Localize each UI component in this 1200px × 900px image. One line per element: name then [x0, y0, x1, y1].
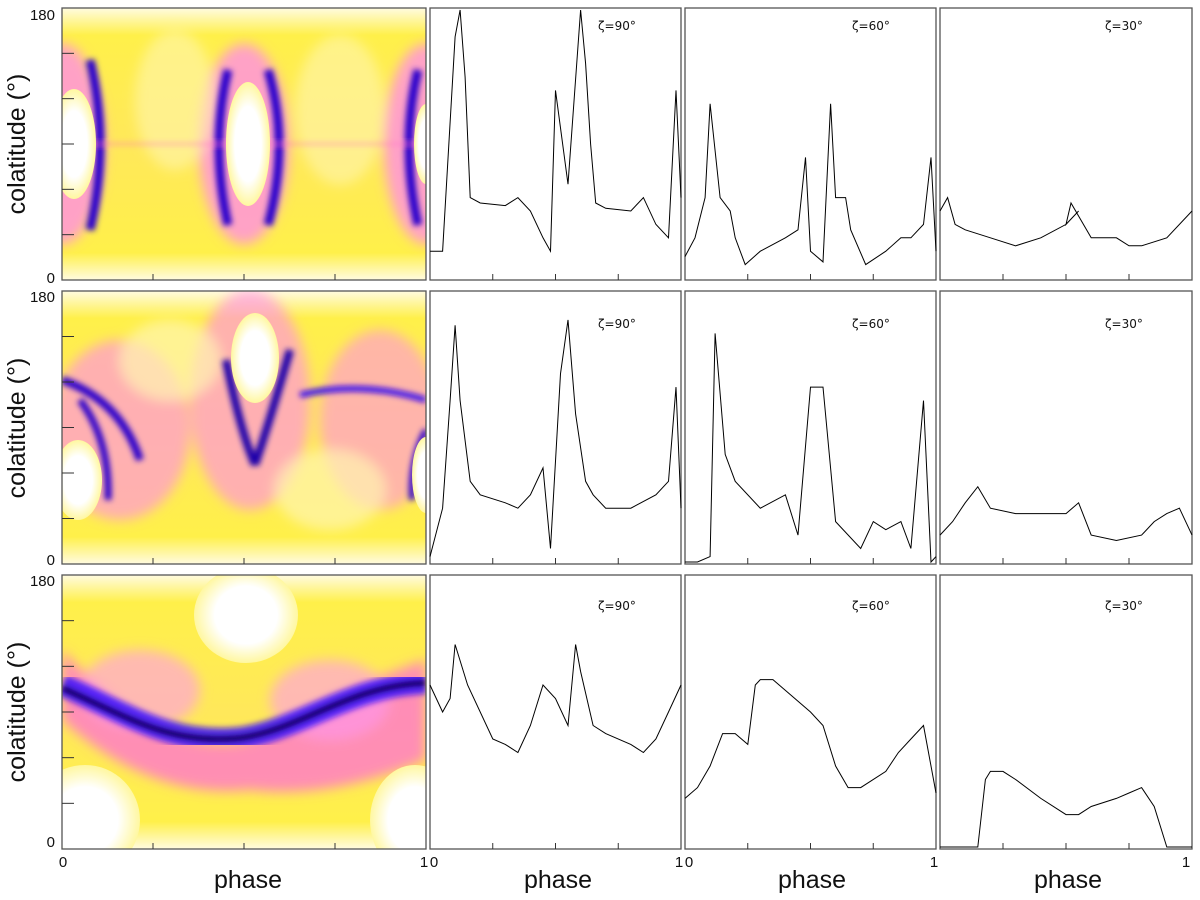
- ytick-bottom-row-1: 0: [47, 270, 55, 287]
- xtick-0-col-3: 0: [685, 854, 693, 871]
- zeta-label-r2c2: ζ=90°: [598, 317, 636, 331]
- panel-frame-r2c2: [429, 290, 682, 565]
- xlabel-col-2: phase: [524, 866, 592, 894]
- lightcurve-r2c3: [685, 333, 937, 564]
- lightcurve-r3c4: [940, 770, 1192, 848]
- zeta-label-r2c3: ζ=60°: [852, 317, 890, 331]
- lightcurve-r1c2: [430, 9, 682, 254]
- ylabel-row-1: colatitude (°): [3, 74, 31, 215]
- panel-frame-r2c4: [939, 290, 1193, 565]
- ytick-bottom-row-2: 0: [47, 552, 55, 569]
- zeta-label-r1c3: ζ=60°: [852, 19, 890, 33]
- lightcurve-r2c4: [939, 485, 1193, 542]
- zeta-label-r3c4: ζ=30°: [1105, 599, 1143, 613]
- heatmap-row-2: [62, 291, 426, 564]
- ylabel-row-3: colatitude (°): [3, 642, 31, 783]
- xtick-1-col-1: 1: [420, 854, 428, 871]
- ytick-top-row-3: 180: [30, 573, 55, 590]
- xtick-1-col-4: 1: [1182, 854, 1190, 871]
- ytick-top-row-2: 180: [30, 289, 55, 306]
- lightcurve-r2c2: [429, 319, 682, 557]
- xtick-1-col-2: 1: [675, 854, 683, 871]
- xtick-1-col-3: 1: [930, 854, 938, 871]
- zeta-label-r1c2: ζ=90°: [598, 19, 636, 33]
- panel-frame-r1c3: [684, 7, 937, 281]
- zeta-label-r3c3: ζ=60°: [852, 599, 890, 613]
- lightcurve-r1c3: [684, 103, 937, 266]
- ylabel-row-2: colatitude (°): [3, 358, 31, 499]
- panel-frame-r3c2: [429, 574, 682, 850]
- lightcurve-r1c4: [939, 196, 1193, 247]
- xlabel-col-4: phase: [1034, 866, 1102, 894]
- lightcurve-r3c3: [684, 679, 937, 799]
- xtick-0-col-1: 0: [59, 854, 67, 871]
- panel-frame-r1c4: [939, 7, 1193, 281]
- zeta-label-r3c2: ζ=90°: [598, 599, 636, 613]
- heatmap-row-3: [62, 575, 426, 849]
- zeta-label-r2c4: ζ=30°: [1105, 317, 1143, 331]
- ytick-top-row-1: 180: [30, 7, 55, 24]
- lightcurve-r3c2: [429, 644, 682, 754]
- ytick-bottom-row-3: 0: [47, 834, 55, 851]
- xlabel-col-1: phase: [214, 866, 282, 894]
- zeta-label-r1c4: ζ=30°: [1105, 19, 1143, 33]
- xlabel-col-3: phase: [778, 866, 846, 894]
- heatmap-row-1: [62, 8, 426, 280]
- xtick-0-col-2: 0: [430, 854, 438, 871]
